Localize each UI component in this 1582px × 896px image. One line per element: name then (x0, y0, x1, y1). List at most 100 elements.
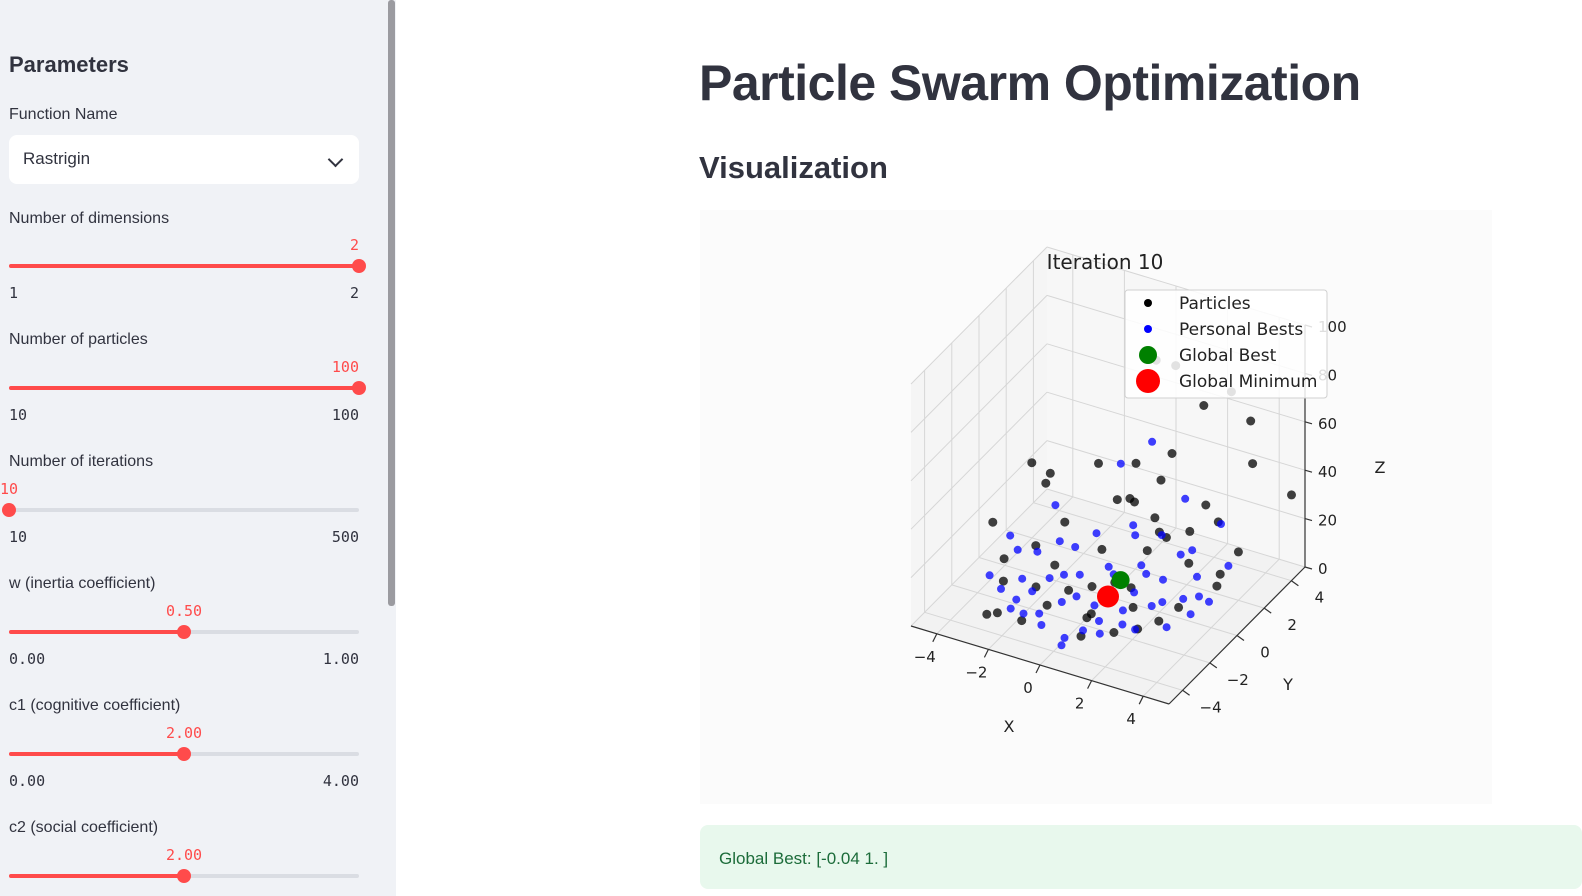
slider-min-value: 1 (9, 284, 19, 302)
particle-point (1167, 449, 1177, 458)
personal-best-point (1130, 588, 1139, 597)
particle-point (1112, 495, 1122, 505)
personal-best-point (1090, 601, 1099, 610)
particle-point (1082, 613, 1092, 623)
slider-thumb[interactable] (2, 503, 16, 517)
inertia-slider[interactable]: 0.50 0.00 1.00 (9, 602, 359, 678)
personal-best-point (1131, 625, 1140, 634)
global-best-result: Global Best: [-0.04 1. ] (700, 825, 1582, 889)
personal-best-point (1033, 547, 1042, 556)
z-tick-label: 60 (1318, 415, 1337, 433)
grid-line (951, 584, 1210, 664)
particle-point (982, 609, 992, 619)
x-tick-label: −4 (914, 648, 936, 666)
personal-best-point (1195, 592, 1203, 601)
slider-thumb[interactable] (177, 747, 191, 761)
z-tick-label: 0 (1318, 560, 1328, 578)
particle-point (1215, 569, 1225, 579)
grid-line (1046, 440, 1306, 520)
particle-point (988, 517, 998, 527)
grid-line (1046, 391, 1306, 471)
dimensions-slider[interactable]: 2 1 2 (9, 236, 366, 312)
personal-best-point (1051, 501, 1060, 510)
personal-best-point (1193, 572, 1201, 581)
particle-point (1184, 558, 1194, 568)
x-tick (1138, 695, 1144, 705)
slider-thumb[interactable] (177, 625, 191, 639)
personal-best-point (1060, 570, 1068, 579)
personal-best-point (1217, 520, 1225, 528)
particle-point (1154, 616, 1164, 626)
personal-best-point (1116, 459, 1125, 468)
slider-max-value: 1.00 (322, 650, 359, 668)
social-slider[interactable]: 2.00 (9, 846, 359, 896)
slider-thumb[interactable] (352, 259, 366, 273)
function-select[interactable]: Rastrigin (9, 135, 359, 184)
x-tick-label: 0 (1023, 679, 1033, 697)
legend-label: Global Minimum (1179, 372, 1317, 392)
grid-line (910, 391, 1048, 530)
personal-best-point (1148, 437, 1157, 446)
sidebar-scrollbar[interactable] (388, 0, 395, 606)
page-title: Particle Swarm Optimization (699, 55, 1361, 111)
particles-slider[interactable]: 100 10 100 (9, 358, 366, 434)
z-tick-label: 40 (1318, 463, 1337, 481)
personal-best-point (1012, 595, 1021, 604)
x-tick (932, 633, 938, 643)
y-tick-label: −4 (1200, 698, 1222, 716)
personal-best-point (1045, 574, 1054, 583)
y-tick (1291, 580, 1299, 587)
personal-best-point (1028, 587, 1037, 596)
slider-fill (9, 752, 184, 756)
x-tick-label: 4 (1126, 710, 1136, 728)
particle-point (1128, 602, 1138, 612)
slider-fill (9, 264, 359, 268)
personal-best-point (1019, 609, 1028, 618)
y-tick-label: 2 (1287, 616, 1297, 634)
personal-best-point (1205, 597, 1213, 606)
particle-point (1287, 490, 1296, 500)
slider-min-value: 10 (9, 406, 28, 424)
personal-best-point (1157, 531, 1166, 540)
particle-point (1185, 526, 1195, 536)
x-tick-label: 2 (1075, 695, 1085, 713)
slider-current-value: 2.00 (165, 846, 203, 864)
slider-track[interactable] (9, 508, 359, 512)
slider-max-value: 500 (331, 528, 359, 546)
slider-fill (9, 630, 184, 634)
x-tick-label: −2 (965, 663, 987, 681)
particle-point (1109, 628, 1119, 637)
personal-best-point (1224, 561, 1233, 570)
cognitive-slider[interactable]: 2.00 0.00 4.00 (9, 724, 359, 800)
slider-current-value: 0.50 (165, 602, 203, 620)
z-tick (1304, 421, 1313, 425)
slider-min-value: 0.00 (9, 650, 46, 668)
slider-thumb[interactable] (177, 869, 191, 883)
personal-best-point (1006, 531, 1015, 540)
iterations-slider[interactable]: 10 10 500 (0, 480, 359, 556)
personal-best-point (1013, 545, 1022, 554)
particle-point (1199, 401, 1209, 410)
y-tick (1263, 607, 1272, 614)
function-select-label: Function Name (9, 106, 118, 123)
particle-point (1212, 581, 1222, 591)
personal-best-point (1118, 620, 1127, 629)
particles-slider-label: Number of particles (9, 331, 148, 348)
slider-thumb[interactable] (352, 381, 366, 395)
particle-point (1045, 468, 1055, 478)
personal-best-point (1072, 592, 1081, 601)
particle-point (1125, 494, 1135, 503)
personal-best-point (1104, 562, 1113, 571)
x-axis-label: X (1004, 717, 1015, 736)
chart-legend: Particles Personal Bests Global Best Global… (1124, 289, 1328, 399)
slider-min-value: 0.00 (9, 772, 46, 790)
personal-best-point (1057, 598, 1066, 606)
y-axis-label: Y (1282, 675, 1293, 694)
legend-marker (1136, 369, 1160, 393)
personal-best-point (1095, 617, 1103, 625)
y-tick (1182, 689, 1190, 696)
personal-best-point (1018, 574, 1027, 583)
chevron-down-icon (327, 151, 344, 168)
personal-best-point (1057, 641, 1066, 650)
slider-max-value: 2 (349, 284, 359, 302)
